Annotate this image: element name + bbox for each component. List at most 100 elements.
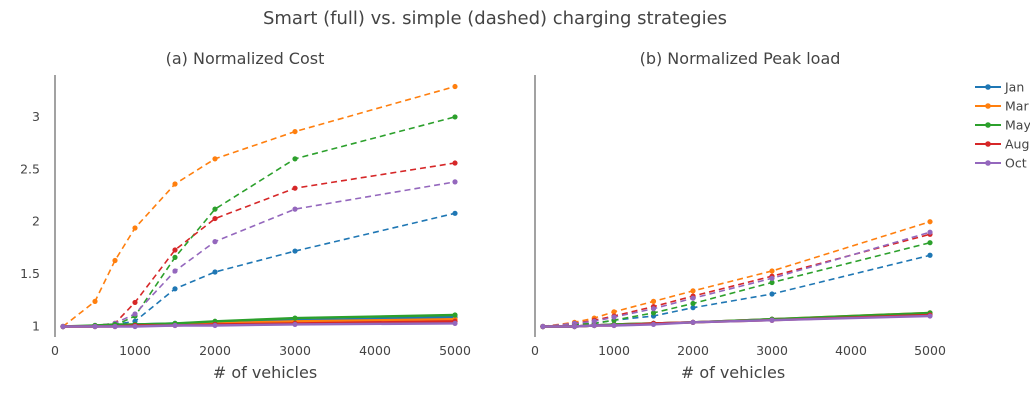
figure-title: Smart (full) vs. simple (dashed) chargin… (263, 8, 727, 29)
legend: Jan Mar May Aug Oct (975, 80, 1030, 171)
panel-cost-title: (a) Normalized Cost (166, 49, 325, 68)
x-tick-label: 3000 (279, 343, 311, 358)
x-tick-label: 3000 (756, 343, 788, 358)
data-point-may-dashed (452, 114, 458, 120)
data-point-jan-dashed (452, 210, 458, 216)
x-tick-label: 1000 (119, 343, 151, 358)
data-point-mar-dashed (112, 257, 118, 264)
data-point-mar-dashed (769, 268, 775, 274)
legend-label: Mar (1005, 99, 1029, 114)
data-point-oct-solid (172, 322, 178, 329)
y-tick-label: 1.5 (20, 266, 40, 281)
data-point-mar-dashed (690, 288, 696, 294)
data-point-oct-solid (60, 323, 66, 330)
data-point-oct-solid (591, 322, 597, 329)
x-tick-label: 1000 (598, 343, 630, 358)
series-line-aug-dashed (542, 233, 931, 328)
data-point-mar-dashed (212, 156, 218, 162)
y-tick-label: 2 (32, 214, 40, 229)
data-point-oct-solid (769, 317, 775, 323)
data-point-aug-dashed (292, 185, 298, 191)
legend-label: Aug (1005, 137, 1029, 152)
data-point-mar-dashed (650, 298, 657, 304)
data-point-oct-dashed (927, 229, 933, 235)
data-point-may-dashed (292, 156, 298, 162)
data-point-jan-dashed (292, 248, 298, 254)
data-point-oct-solid (92, 323, 98, 330)
panel-peak-title: (b) Normalized Peak load (640, 49, 841, 68)
x-tick-label: 0 (531, 343, 539, 358)
data-point-jan-dashed (769, 291, 775, 297)
legend-item-aug[interactable]: Aug (975, 137, 1029, 152)
legend-item-may[interactable]: May (975, 118, 1030, 133)
series-line-oct-dashed (62, 181, 456, 328)
series-line-oct-dashed (542, 231, 931, 328)
legend-item-oct[interactable]: Oct (975, 156, 1027, 171)
data-point-may-dashed (690, 300, 696, 307)
data-point-oct-solid (452, 320, 458, 326)
data-point-oct-dashed (690, 295, 696, 301)
series-line-aug-dashed (62, 162, 456, 328)
legend-item-mar[interactable]: Mar (975, 99, 1029, 114)
data-point-oct-dashed (452, 179, 458, 185)
data-point-oct-solid (927, 313, 933, 319)
data-point-may-dashed (212, 206, 218, 212)
data-point-oct-solid (212, 322, 218, 329)
data-point-jan-dashed (927, 252, 933, 258)
data-point-mar-dashed (927, 219, 933, 225)
data-point-oct-dashed (292, 206, 298, 212)
panel-cost-xlabel: # of vehicles (213, 363, 317, 382)
data-point-may-dashed (172, 254, 178, 260)
data-point-may-dashed (650, 310, 657, 316)
series-line-may-dashed (62, 116, 456, 328)
series-line-mar-dashed (542, 220, 931, 328)
data-point-oct-solid (540, 323, 546, 330)
data-point-may-dashed (927, 240, 933, 246)
series-line-mar-dashed (62, 85, 456, 328)
y-tick-label: 1 (32, 319, 40, 334)
data-point-oct-dashed (611, 314, 617, 320)
x-tick-label: 5000 (914, 343, 946, 358)
x-tick-label: 4000 (835, 343, 867, 358)
legend-label: Jan (1004, 80, 1024, 95)
series-line-oct-solid (542, 314, 931, 328)
data-point-oct-dashed (172, 268, 178, 274)
panel-peak-xlabel: # of vehicles (681, 363, 785, 382)
legend-marker (985, 122, 991, 128)
data-point-oct-dashed (591, 318, 597, 324)
data-point-oct-dashed (769, 275, 775, 281)
legend-label: Oct (1005, 156, 1027, 171)
series-line-jan-dashed (62, 212, 456, 328)
data-point-mar-dashed (92, 298, 98, 304)
data-point-jan-dashed (690, 305, 696, 311)
data-point-may-solid (452, 312, 458, 318)
legend-item-jan[interactable]: Jan (975, 80, 1024, 95)
data-point-aug-dashed (132, 299, 138, 306)
data-point-mar-dashed (452, 83, 458, 90)
data-point-jan-dashed (172, 286, 178, 292)
data-point-may-dashed (769, 279, 775, 286)
data-point-oct-dashed (212, 239, 218, 245)
legend-marker (985, 84, 991, 90)
x-tick-label: 4000 (359, 343, 391, 358)
legend-marker (985, 160, 991, 166)
x-tick-label: 0 (51, 343, 59, 358)
data-point-oct-solid (292, 321, 298, 328)
data-point-oct-solid (690, 319, 696, 325)
data-point-may-solid (292, 315, 298, 321)
series-line-may-dashed (542, 241, 931, 328)
data-point-oct-solid (571, 323, 578, 330)
data-point-jan-dashed (212, 269, 218, 275)
panel-peak-load: (b) Normalized Peak load # of vehicles 0… (531, 49, 946, 382)
data-point-aug-dashed (452, 160, 458, 166)
data-point-aug-dashed (212, 215, 218, 222)
legend-label: May (1005, 118, 1030, 133)
data-point-oct-dashed (650, 306, 657, 312)
data-point-oct-solid (112, 323, 118, 330)
data-point-mar-dashed (611, 309, 617, 315)
data-point-oct-solid (132, 323, 138, 330)
x-tick-label: 2000 (677, 343, 709, 358)
data-point-oct-solid (611, 322, 617, 329)
x-tick-label: 2000 (199, 343, 231, 358)
data-point-oct-solid (650, 321, 657, 328)
